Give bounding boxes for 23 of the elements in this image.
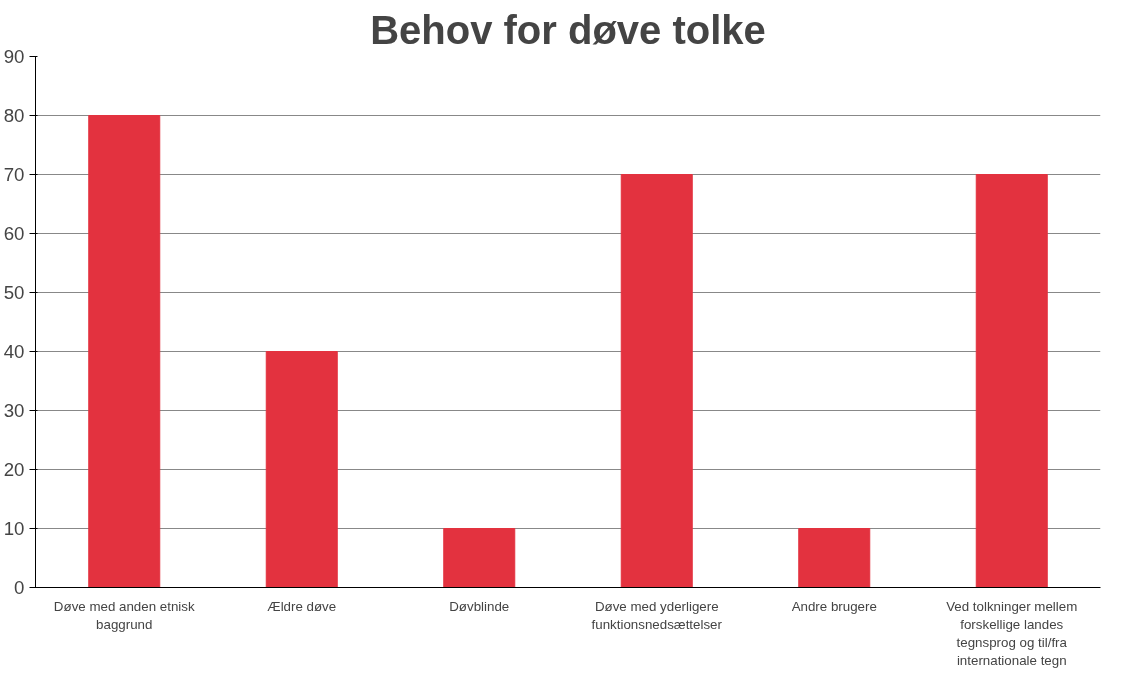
bar <box>620 174 693 588</box>
y-tick-label: 80 <box>3 105 25 126</box>
y-tick-label: 0 <box>14 577 25 598</box>
bar <box>443 528 516 588</box>
x-tick-label: Ældre døve <box>267 598 337 614</box>
bar <box>798 528 871 588</box>
x-tick-label: Døve med yderligere funktionsnedsættelser <box>591 598 723 632</box>
x-tick-label: Ved tolkninger mellem forskellige landes tegnsprog og til/fra internationale tegn <box>946 598 1078 668</box>
y-tick-label: 30 <box>3 400 25 421</box>
bar <box>975 174 1048 588</box>
x-tick-label: Døve med anden etnisk baggrund <box>53 598 195 632</box>
y-tick-label: 60 <box>3 223 25 244</box>
y-tick-label: 70 <box>3 164 25 185</box>
y-tick-label: 20 <box>3 459 25 480</box>
y-tick-label: 10 <box>3 518 25 539</box>
y-tick-label: 40 <box>3 341 25 362</box>
x-tick-label: Andre brugere <box>791 598 877 614</box>
bar <box>88 115 161 588</box>
y-tick-label: 50 <box>3 282 25 303</box>
x-tick-label: Døvblinde <box>449 598 510 614</box>
chart-title: Behov for døve tolke <box>370 7 766 52</box>
y-tick-label: 90 <box>3 46 25 67</box>
bar <box>265 351 338 588</box>
